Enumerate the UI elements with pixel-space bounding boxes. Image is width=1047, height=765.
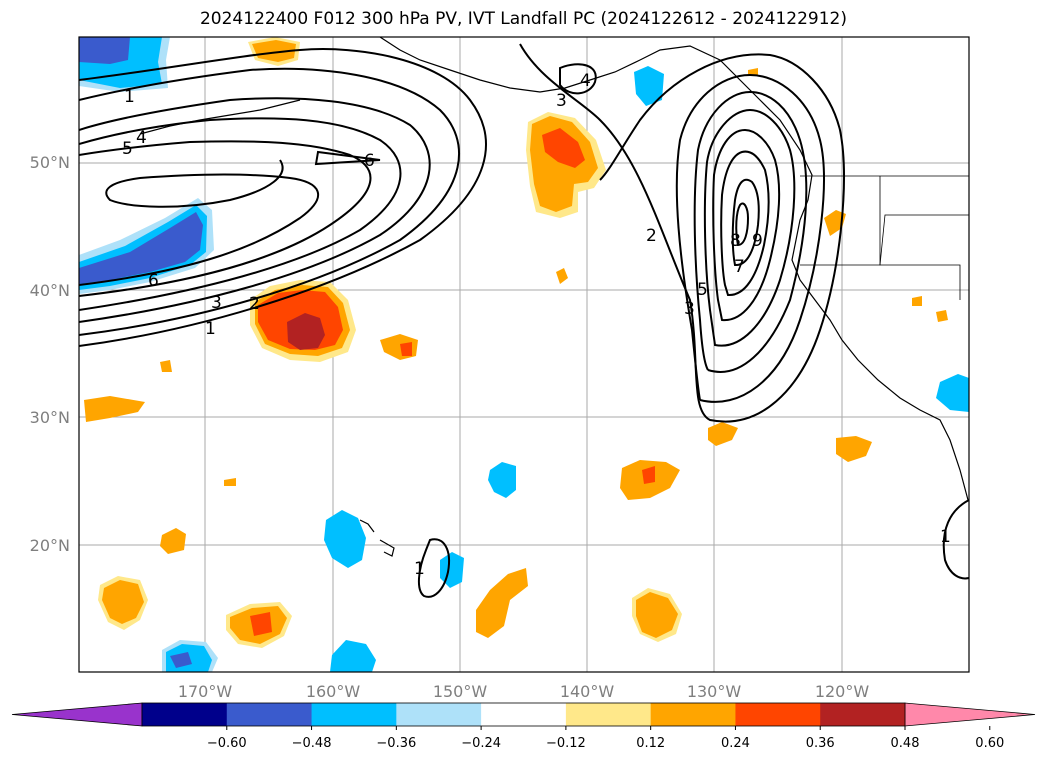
colorbar-tick-label: −0.48 [292,736,332,751]
contour-label: 2 [646,226,657,246]
contour-label: 4 [580,71,591,91]
colorbar-swatch [650,703,736,726]
colorbar-tick-label: 0.12 [636,736,665,751]
colorbar-tick-label: 0.36 [806,736,835,751]
colorbar-swatch [565,703,652,726]
lon-label: 120°W [815,682,870,701]
lon-label: 150°W [433,682,488,701]
contour-label-group: 1 4 5 6 6 3 2 1 3 4 7 8 9 2 5 3 1 1 [122,71,951,579]
contour-label: 1 [940,527,951,547]
lat-label: 40°N [30,281,70,300]
colorbar-tick-label: 0.48 [891,736,920,751]
colorbar-swatch [226,703,313,726]
contour-label: 4 [136,128,147,148]
lat-label: 50°N [30,153,70,172]
lon-label: 140°W [560,682,615,701]
contour-label: 7 [734,257,745,277]
colorbar-swatch [820,703,906,726]
colorbar-tick-label: −0.36 [376,736,416,751]
graticule [79,37,969,672]
contour-label: 3 [684,299,695,319]
colorbar: −0.60 −0.48 −0.36 −0.24 −0.12 0.12 0.24 0.36 0.4… [11,702,1036,751]
pv-anomaly-fills [79,37,969,672]
contour-label: 2 [249,294,260,314]
contour-label: 6 [364,151,375,171]
coastlines [139,37,969,557]
contour-label: 6 [148,271,159,291]
contour-label: 9 [752,231,763,251]
lon-label: 170°W [178,682,233,701]
colorbar-swatch [481,703,567,726]
colorbar-extend-min [11,702,143,727]
colorbar-swatch [311,703,397,726]
latitude-labels: 50°N 40°N 30°N 20°N [30,153,70,555]
contour-label: 3 [556,91,567,111]
map-frame [78,36,970,673]
colorbar-swatch [396,703,482,726]
contour-label: 5 [697,280,708,300]
colorbar-swatch [142,703,228,726]
contour-label: 1 [414,559,425,579]
contour-label: 1 [205,319,216,339]
colorbar-tick-label: −0.12 [546,736,586,751]
lon-label: 160°W [306,682,361,701]
contour-label: 5 [122,139,133,159]
state-borders [800,175,969,300]
ivt-contours [79,43,969,598]
longitude-labels: 170°W 160°W 150°W 140°W 130°W 120°W [178,682,870,701]
lon-label: 130°W [687,682,742,701]
lat-label: 30°N [30,408,70,427]
colorbar-tick-label: −0.24 [461,736,501,751]
contour-label: 3 [211,293,222,313]
colorbar-tick-label: −0.60 [207,736,247,751]
colorbar-extend-max [904,702,1036,727]
colorbar-border [141,702,906,727]
colorbar-swatch [735,703,821,726]
lat-label: 20°N [30,536,70,555]
map-title: 2024122400 F012 300 hPa PV, IVT Landfall… [199,9,847,29]
colorbar-tick-label: 0.60 [975,736,1004,751]
contour-label: 8 [730,231,741,251]
contour-label: 1 [124,87,135,107]
colorbar-tick-label: 0.24 [721,736,750,751]
